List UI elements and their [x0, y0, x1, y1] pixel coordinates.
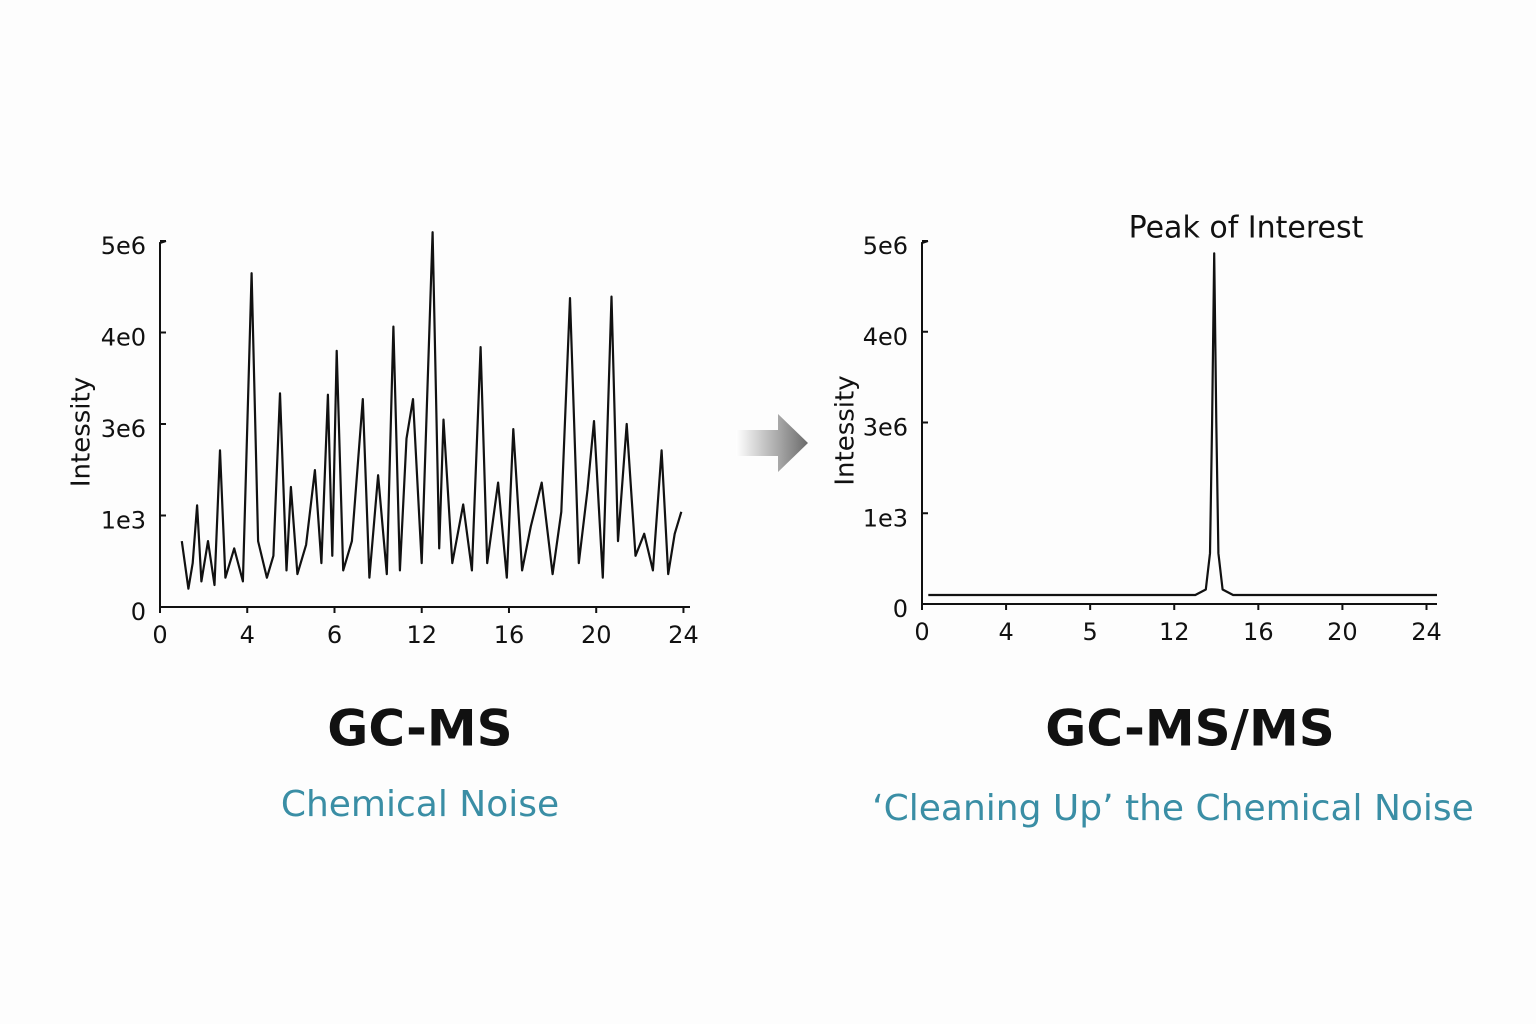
y-tick-label: 0: [131, 598, 146, 626]
x-tick-label: 4: [998, 618, 1013, 646]
x-tick-label: 16: [1243, 618, 1274, 646]
data-line: [180, 231, 683, 590]
x-tick-label: 12: [1159, 618, 1190, 646]
data-line: [928, 252, 1437, 597]
y-tick-label: 4e0: [101, 324, 146, 352]
x-tick-label: 16: [494, 621, 525, 649]
x-tick-label: 0: [152, 621, 167, 649]
axis-line: [921, 240, 1437, 605]
y-axis-label: Intessity: [67, 377, 97, 487]
arrow: [736, 414, 808, 472]
chart-title: GC-MS: [327, 700, 512, 758]
chart-subtitle: ‘Cleaning Up’ the Chemical Noise: [872, 788, 1474, 829]
axis-line: [159, 240, 690, 608]
y-tick-label: 3e6: [863, 414, 908, 442]
y-tick-label: 3e6: [101, 415, 146, 443]
y-tick-label: 4e0: [863, 323, 908, 351]
x-tick-label: 24: [668, 621, 699, 649]
y-tick-label: 0: [893, 595, 908, 623]
x-tick-label: 0: [914, 618, 929, 646]
x-tick-label: 12: [406, 621, 437, 649]
x-tick-label: 4: [240, 621, 255, 649]
x-tick-label: 6: [327, 621, 342, 649]
chart-subtitle: Chemical Noise: [281, 784, 559, 825]
y-tick-label: 5e6: [863, 232, 908, 260]
y-axis-label: Intessity: [831, 375, 861, 485]
chart-title: GC-MS/MS: [1045, 700, 1334, 758]
x-tick-label: 24: [1411, 618, 1442, 646]
y-tick-label: 1e3: [101, 507, 146, 535]
x-tick-label: 20: [1327, 618, 1358, 646]
x-tick-label: 5: [1083, 618, 1098, 646]
y-tick-label: 1e3: [863, 504, 908, 532]
x-tick-label: 20: [581, 621, 612, 649]
annotation: Peak of Interest: [1129, 211, 1364, 246]
y-tick-label: 5e6: [101, 232, 146, 260]
